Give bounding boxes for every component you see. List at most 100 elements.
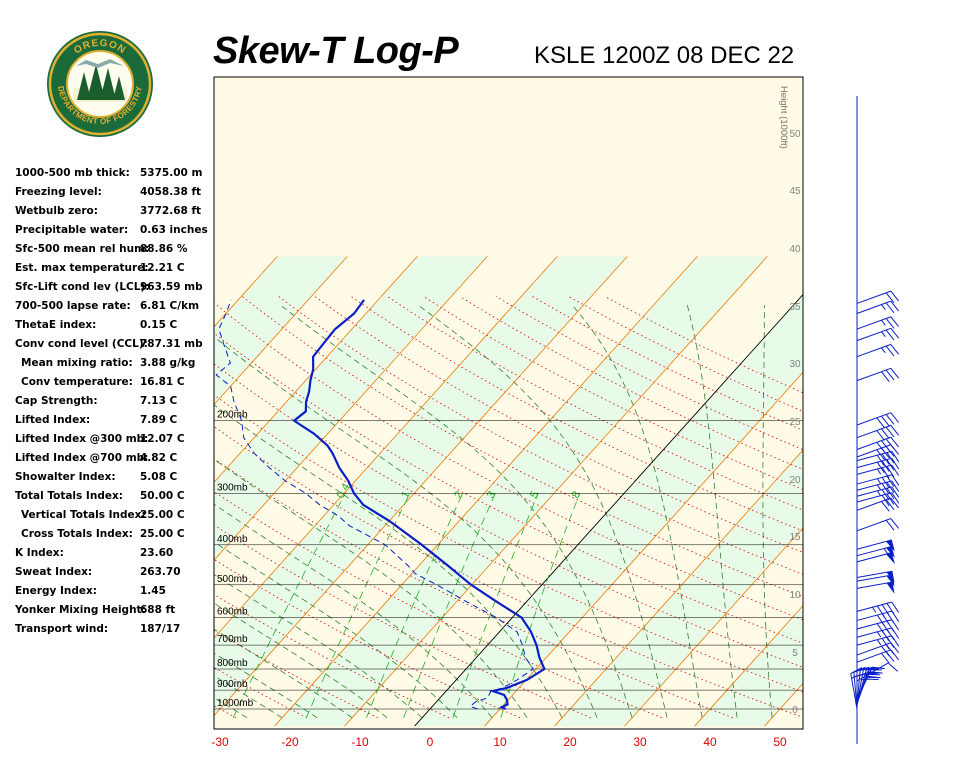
dry-adiabat	[0, 296, 165, 717]
barb-flag	[885, 369, 895, 381]
stat-value: 1.45	[140, 585, 166, 597]
barb-flag	[881, 415, 890, 427]
barb-staff	[856, 610, 892, 621]
dry-adiabat	[214, 458, 734, 719]
height-tick-label: 30	[789, 359, 801, 370]
height-tick-label: 0	[792, 705, 798, 716]
barb-flag	[885, 499, 895, 510]
wind-barb-icon	[856, 300, 900, 314]
plot-frame	[213, 76, 804, 730]
stat-value: 25.00 C	[140, 528, 185, 540]
barb-half-flag	[881, 347, 886, 354]
barb-staff	[856, 619, 892, 630]
stat-value: 5.08 C	[140, 471, 178, 483]
barb-flag	[876, 461, 885, 474]
isobar-label: 500mb	[217, 574, 248, 585]
isotherm-band	[214, 256, 348, 405]
barb-flag	[890, 367, 900, 379]
isobar-label: 900mb	[217, 679, 248, 690]
isotherm-band	[835, 256, 960, 726]
barb-flag	[881, 371, 890, 382]
isotherm	[484, 371, 803, 727]
isotherm	[624, 527, 803, 727]
wind-barb-icon	[856, 545, 895, 558]
barb-flag	[885, 414, 895, 425]
barb-staff	[856, 627, 892, 638]
stat-value: 4058.38 ft	[140, 186, 202, 198]
moist-adiabat	[214, 336, 598, 718]
barb-pennant	[885, 539, 895, 552]
barb-flag	[890, 518, 900, 529]
barb-staff	[856, 666, 873, 701]
barb-flag	[881, 645, 890, 657]
moist-adiabat	[214, 675, 283, 719]
dry-adiabat	[387, 296, 803, 511]
wind-barb-icon	[856, 486, 900, 501]
stat-label: Sfc-Lift cond lev (LCL):	[15, 281, 150, 293]
stat-value: 187/17	[140, 623, 181, 635]
stat-label: K Index:	[15, 547, 64, 559]
height-tick-label: 20	[789, 475, 801, 486]
mixing-ratio-label: 8	[570, 489, 583, 500]
barb-flag	[881, 477, 890, 489]
barb-half-flag	[876, 631, 882, 638]
dewpoint-trace	[215, 299, 534, 710]
barb-pennant	[885, 546, 895, 558]
stat-label: Conv temperature:	[21, 376, 133, 388]
wind-barb-icon	[856, 570, 895, 584]
barb-flag	[891, 486, 900, 498]
barb-staff	[856, 412, 891, 426]
stat-value: 6.81 C/km	[140, 300, 200, 312]
barb-flag	[876, 442, 885, 453]
stat-value: 5375.00 m	[140, 167, 203, 179]
barb-flag	[885, 438, 895, 450]
barb-half-flag	[881, 331, 886, 338]
height-tick-label: 25	[789, 417, 801, 428]
barb-pennant	[886, 571, 895, 584]
barb-staff	[856, 581, 893, 589]
barb-flag	[876, 605, 885, 617]
barb-staff	[856, 574, 893, 582]
barb-flag	[891, 450, 900, 463]
barb-half-flag	[876, 490, 882, 497]
stat-value: 50.00 C	[140, 490, 185, 502]
barb-flag	[881, 489, 890, 501]
barb-staff	[856, 450, 892, 462]
x-tick-label: 0	[427, 735, 434, 749]
stat-label: 700-500 lapse rate:	[15, 300, 131, 312]
stat-label: Precipitable water:	[15, 224, 129, 236]
isotherm	[694, 605, 803, 727]
barb-flag	[886, 603, 895, 615]
barb-staff	[856, 570, 893, 578]
barb-half-flag	[881, 304, 886, 310]
wind-barb-icon	[856, 492, 900, 507]
barb-staff	[856, 290, 891, 304]
stat-value: 963.59 mb	[140, 281, 203, 293]
wind-barb-icon	[856, 316, 900, 330]
barb-flag	[886, 466, 895, 478]
isotherm	[274, 256, 698, 727]
isotherm-band	[274, 256, 768, 727]
barb-flag	[885, 519, 895, 531]
moist-adiabat	[214, 404, 563, 718]
barb-half-flag	[881, 319, 886, 326]
barb-half-flag	[876, 639, 882, 646]
barb-flag	[876, 454, 885, 466]
height-tick-label: 50	[789, 129, 801, 140]
temperature-trace	[292, 299, 546, 711]
isotherm	[214, 256, 558, 639]
barb-staff	[856, 316, 891, 330]
barb-flag	[886, 493, 895, 505]
barb-staff	[853, 672, 858, 709]
barb-half-flag	[876, 478, 882, 485]
dry-adiabat	[423, 296, 803, 490]
barb-flag	[885, 302, 895, 314]
wind-barb-icon	[856, 290, 900, 304]
barb-flag	[881, 483, 890, 495]
barb-staff	[856, 497, 891, 511]
wind-barb-icon	[856, 327, 900, 342]
barb-flag	[872, 666, 885, 670]
wind-barb-icon	[856, 450, 900, 466]
moist-adiabat	[214, 602, 388, 719]
